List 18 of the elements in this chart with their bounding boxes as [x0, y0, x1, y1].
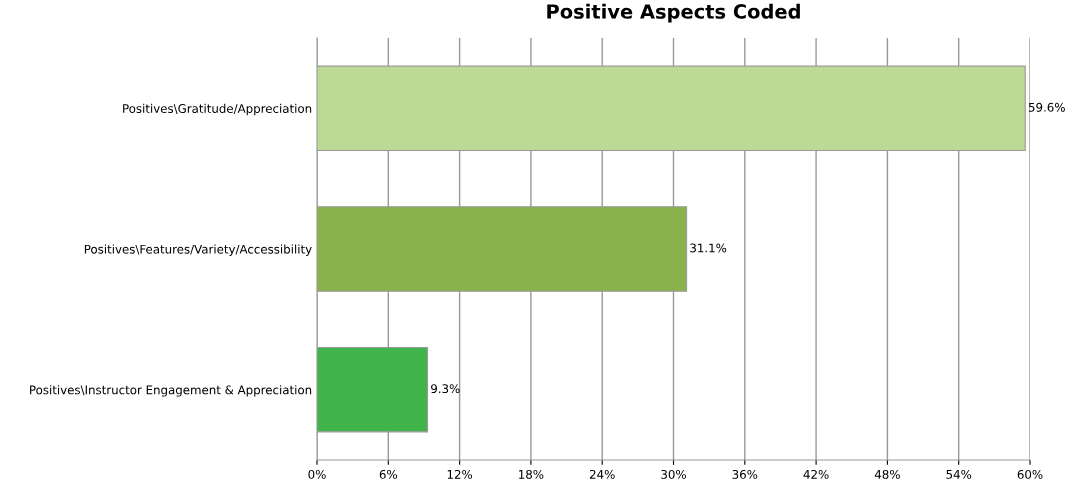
x-tick-label: 0%	[308, 469, 326, 479]
x-tick-label: 24%	[589, 469, 615, 479]
x-tick-label: 6%	[379, 469, 398, 479]
x-tick-label: 60%	[1017, 469, 1043, 479]
y-tick-label: Positives\Instructor Engagement & Appreciation	[30, 385, 312, 397]
x-tick-label: 36%	[732, 469, 758, 479]
x-tick-label: 54%	[946, 469, 972, 479]
x-tick-label: 42%	[803, 469, 829, 479]
chart-title: Positive Aspects Coded	[547, 3, 800, 23]
x-tick-label: 48%	[874, 469, 900, 479]
data-label: 31.1%	[690, 243, 727, 253]
x-tick-label: 12%	[447, 469, 473, 479]
x-tick-label: 30%	[661, 469, 686, 479]
y-tick-label: Positives\Gratitude/Appreciation	[123, 103, 312, 116]
data-label: 59.6%	[1028, 102, 1065, 112]
x-tick-label: 18%	[519, 469, 544, 479]
y-tick-label: Positives\Features/Variety/Accessibility	[84, 244, 312, 256]
data-label: 9.3%	[431, 384, 460, 394]
